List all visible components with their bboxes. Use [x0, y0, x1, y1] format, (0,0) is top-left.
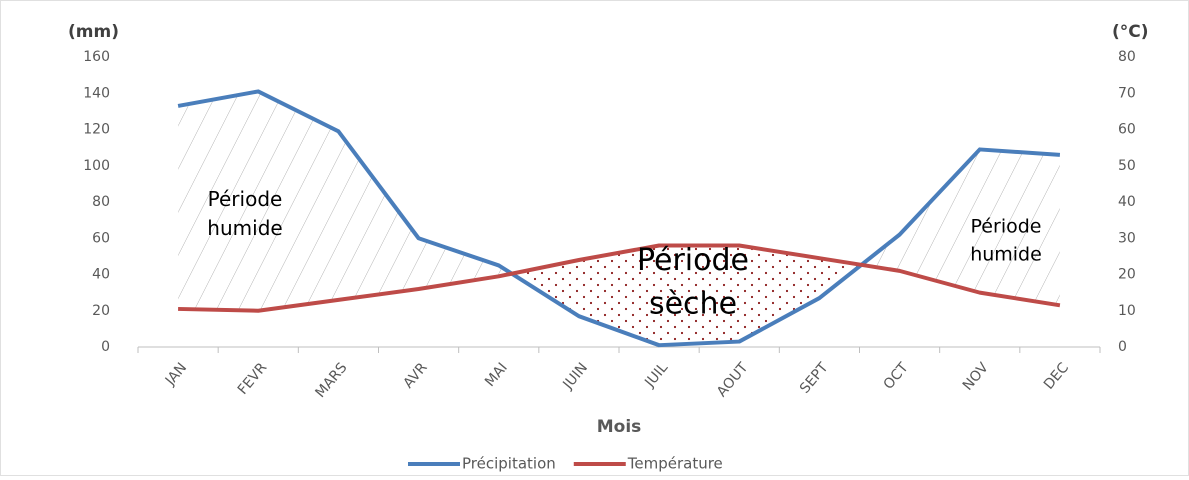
y2-tick-label: 0 — [1118, 339, 1127, 355]
y-tick-label: 20 — [92, 303, 110, 319]
y2-tick-label: 40 — [1118, 194, 1136, 210]
annotation: Période — [637, 243, 749, 278]
legend-label: Précipitation — [462, 455, 556, 473]
annotation: humide — [207, 216, 282, 240]
x-axis-title: Mois — [597, 417, 642, 437]
y-tick-label: 40 — [92, 267, 110, 283]
series-line — [178, 243, 1061, 313]
y-tick-label: 0 — [101, 339, 110, 355]
annotation: Période — [208, 187, 283, 211]
y-tick-label: 160 — [83, 49, 110, 65]
y2-tick-label: 80 — [1118, 49, 1136, 65]
y2-tick-label: 30 — [1118, 230, 1136, 246]
y-tick-label: 60 — [92, 230, 110, 246]
y-tick-label: 80 — [92, 194, 110, 210]
annotation: sèche — [649, 286, 737, 321]
y2-tick-label: 70 — [1118, 85, 1136, 101]
y2-tick-label: 50 — [1118, 158, 1136, 174]
legend-label: Température — [627, 455, 723, 473]
y2-tick-label: 10 — [1118, 303, 1136, 319]
annotation: humide — [970, 243, 1042, 265]
y-tick-label: 100 — [83, 158, 110, 174]
y-tick-label: 120 — [83, 122, 110, 138]
series-line — [177, 89, 1061, 348]
y2-tick-label: 60 — [1118, 122, 1136, 138]
y2-tick-label: 20 — [1118, 267, 1136, 283]
y-tick-label: 140 — [83, 85, 110, 101]
annotation: Période — [971, 216, 1042, 238]
y2-axis-title: (°C) — [1112, 22, 1149, 42]
y-axis-title: (mm) — [68, 22, 119, 42]
